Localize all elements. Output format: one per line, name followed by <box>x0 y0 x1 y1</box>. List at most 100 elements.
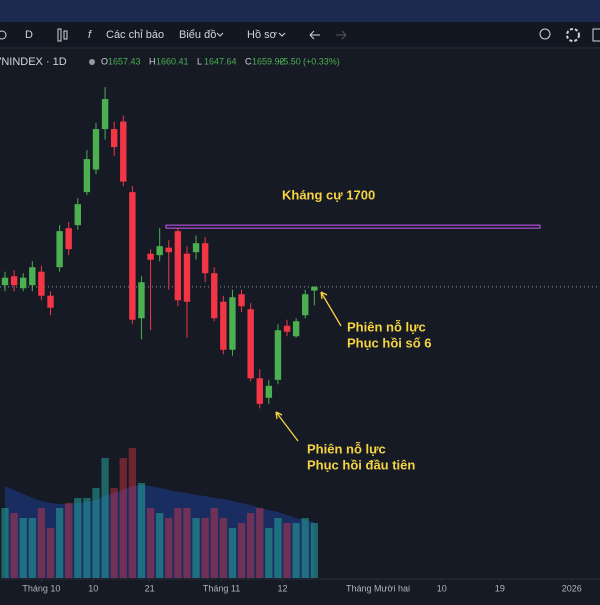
icon <box>0 30 7 40</box>
volume-bar <box>247 513 255 578</box>
candle-body <box>247 309 254 379</box>
settings-button[interactable] <box>566 28 580 42</box>
candle-body <box>101 99 109 130</box>
volume-bar <box>156 513 164 578</box>
ohlc-value: 1660.41 <box>156 56 189 66</box>
volume-bar <box>37 508 46 578</box>
candle-body <box>83 159 91 193</box>
ohlc-value: 1657.43 <box>108 56 141 66</box>
x-tick-label: 19 <box>495 583 505 593</box>
candle-body <box>165 247 172 253</box>
toolbar <box>0 22 600 48</box>
volume-bar <box>256 508 264 578</box>
ohlc-value: 1647.64 <box>204 56 237 66</box>
ohlc-key: H <box>149 56 156 66</box>
volume-bar <box>310 523 318 578</box>
interval-button[interactable]: D <box>25 29 33 41</box>
candle-body <box>138 282 145 319</box>
volume-bar <box>201 518 209 578</box>
annotation: Phiên nỗ lực <box>347 319 426 334</box>
candle-body <box>129 192 136 320</box>
candle-body <box>183 253 191 302</box>
annotation-arrow <box>275 411 299 442</box>
candle-body <box>265 385 273 398</box>
ohlc-key: L <box>197 56 202 66</box>
x-tick-label: 12 <box>277 583 287 593</box>
volume-bar <box>237 523 246 578</box>
volume-bar <box>274 518 282 578</box>
volume-bar <box>46 528 55 578</box>
candle-body <box>156 246 163 256</box>
x-tick-label: Tháng Mười hai <box>346 583 410 593</box>
candle-body <box>65 228 72 250</box>
candle-body <box>201 243 209 274</box>
candle-body <box>174 231 182 301</box>
chart-area <box>0 48 600 600</box>
candle-body <box>47 295 54 308</box>
annotation: Phục hồi đầu tiên <box>307 457 415 472</box>
volume-bar <box>74 498 82 578</box>
search-button[interactable] <box>539 28 551 40</box>
volume-bar <box>137 483 146 578</box>
redo-button[interactable] <box>336 30 347 40</box>
volume-bar <box>165 518 173 578</box>
undo-button[interactable] <box>309 30 320 40</box>
candle-body <box>311 286 318 291</box>
annotation-arrow <box>320 291 342 327</box>
candle-body <box>256 378 263 404</box>
change-pct: (+0.33%) <box>303 56 340 66</box>
ohlc-value: 1659.92 <box>252 56 285 66</box>
indicators-button[interactable]: Các chỉ báo <box>106 29 164 41</box>
candle-body <box>56 231 63 268</box>
plot <box>0 87 600 578</box>
volume-bar <box>228 528 237 578</box>
volume-bar <box>301 518 309 578</box>
candle-body <box>92 129 100 170</box>
candle-body <box>1 277 9 286</box>
chart-menu-button[interactable]: Biểu đồ <box>179 29 216 41</box>
x-tick-label: 21 <box>145 583 155 593</box>
volume-bar <box>1 508 9 578</box>
candle-body <box>292 321 300 337</box>
ohlc-key: C <box>245 56 252 66</box>
x-tick-label: 10 <box>88 583 98 593</box>
dropdown-icon <box>278 32 286 37</box>
volume-bar <box>110 488 118 578</box>
candle-body <box>274 330 282 380</box>
volume-bar <box>65 503 73 578</box>
volume-bar <box>10 513 18 578</box>
candle-body <box>19 277 27 289</box>
volume-bar <box>92 488 100 578</box>
volume-bar <box>283 523 291 578</box>
candle-body <box>283 325 291 332</box>
candle-body <box>38 271 45 296</box>
x-tick-label: 10 <box>437 583 447 593</box>
volume-bar <box>146 508 155 578</box>
resistance-label: Kháng cự 1700 <box>282 187 375 202</box>
annotation: Phục hồi số 6 <box>347 335 432 350</box>
candle-type-button[interactable] <box>57 28 68 42</box>
volume-bar <box>83 498 91 578</box>
profile-button[interactable]: Hồ sơ <box>247 29 277 41</box>
volume-bar <box>55 508 64 578</box>
candle-body <box>120 121 127 182</box>
candle-body <box>192 243 200 253</box>
resistance-line <box>165 224 541 229</box>
title-strip <box>0 0 600 22</box>
layout-button[interactable] <box>592 28 600 42</box>
status-dot <box>89 59 95 65</box>
candle-body <box>220 301 227 350</box>
ohlc-key: O <box>101 56 108 66</box>
candle-body <box>10 276 18 286</box>
candle-body <box>211 273 218 319</box>
candle-body <box>229 297 236 350</box>
candle-body <box>110 129 118 148</box>
ohlc-legend: O 1657.43 H 1660.41 L 1647.64 C 1659.92+5.50 (+0… <box>101 56 340 66</box>
symbol-label: VNINDEX · 1D <box>0 56 67 68</box>
volume-bar <box>192 518 200 578</box>
change: +5.50 <box>278 56 301 66</box>
volume-bar <box>19 518 27 578</box>
volume-bar <box>174 508 182 578</box>
dropdown-icon <box>216 32 224 37</box>
